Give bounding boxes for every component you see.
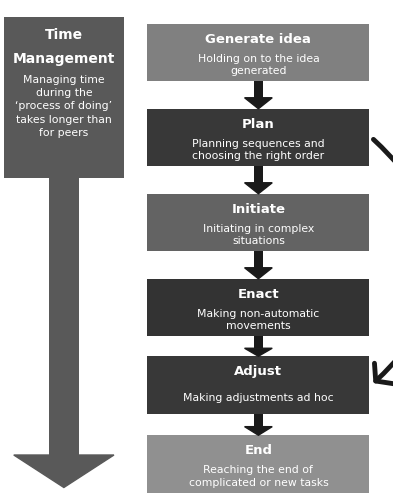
Text: Generate idea: Generate idea bbox=[206, 33, 311, 46]
Text: Reaching the end of
complicated or new tasks: Reaching the end of complicated or new t… bbox=[189, 466, 328, 488]
Polygon shape bbox=[244, 98, 272, 109]
Text: Time: Time bbox=[45, 28, 83, 42]
Text: Enact: Enact bbox=[238, 288, 279, 301]
Text: Initiate: Initiate bbox=[231, 203, 285, 216]
Text: Initiating in complex
situations: Initiating in complex situations bbox=[203, 224, 314, 246]
FancyBboxPatch shape bbox=[147, 356, 369, 414]
Polygon shape bbox=[14, 455, 114, 488]
FancyArrowPatch shape bbox=[373, 140, 393, 384]
FancyBboxPatch shape bbox=[254, 251, 263, 268]
Polygon shape bbox=[244, 268, 272, 279]
FancyBboxPatch shape bbox=[254, 414, 263, 426]
FancyBboxPatch shape bbox=[49, 178, 79, 455]
FancyBboxPatch shape bbox=[147, 24, 369, 81]
FancyBboxPatch shape bbox=[147, 109, 369, 166]
Text: Managing time
during the
‘process of doing’
takes longer than
for peers: Managing time during the ‘process of doi… bbox=[15, 75, 112, 138]
FancyBboxPatch shape bbox=[4, 18, 124, 177]
FancyBboxPatch shape bbox=[147, 194, 369, 251]
FancyBboxPatch shape bbox=[147, 435, 369, 493]
Text: Management: Management bbox=[13, 52, 115, 66]
Text: Adjust: Adjust bbox=[234, 366, 283, 378]
Polygon shape bbox=[244, 426, 272, 435]
FancyBboxPatch shape bbox=[254, 336, 263, 348]
Text: End: End bbox=[244, 444, 272, 458]
Text: Making non-automatic
movements: Making non-automatic movements bbox=[197, 309, 320, 332]
FancyBboxPatch shape bbox=[254, 166, 263, 182]
Text: Plan: Plan bbox=[242, 118, 275, 131]
Text: Making adjustments ad hoc: Making adjustments ad hoc bbox=[183, 392, 334, 402]
Text: Holding on to the idea
generated: Holding on to the idea generated bbox=[198, 54, 319, 76]
Polygon shape bbox=[244, 182, 272, 194]
FancyBboxPatch shape bbox=[254, 81, 263, 98]
FancyBboxPatch shape bbox=[147, 279, 369, 336]
Polygon shape bbox=[244, 348, 272, 356]
Text: Planning sequences and
choosing the right order: Planning sequences and choosing the righ… bbox=[192, 139, 325, 162]
